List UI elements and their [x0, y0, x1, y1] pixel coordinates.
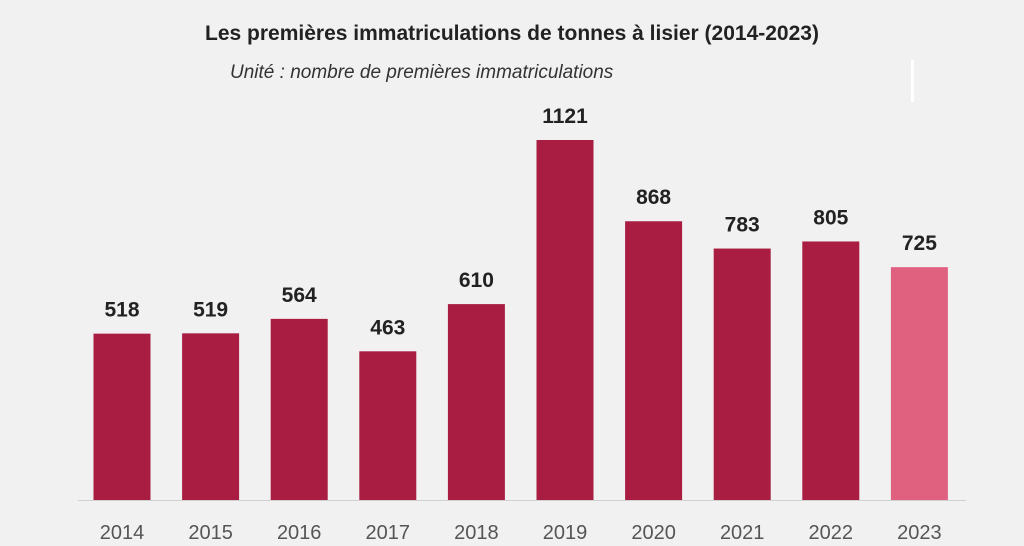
- bar-2015: [182, 333, 240, 500]
- x-tick-label-2019: 2019: [543, 522, 588, 544]
- value-label-2019: 1121: [542, 105, 588, 128]
- value-label-2020: 868: [636, 186, 671, 209]
- bar-2022: [802, 241, 860, 500]
- value-label-2018: 610: [459, 269, 494, 292]
- bar-2016: [270, 318, 328, 500]
- bar-2019: [536, 140, 594, 500]
- x-tick-label-2018: 2018: [454, 522, 499, 544]
- chart-title: Les premières immatriculations de tonnes…: [205, 22, 819, 45]
- value-label-2023: 725: [902, 232, 937, 255]
- bar-2018: [447, 304, 505, 500]
- value-label-2021: 783: [725, 214, 760, 237]
- bar-2014: [93, 333, 151, 500]
- x-tick-label-2017: 2017: [366, 522, 411, 544]
- bar-2020: [625, 221, 683, 500]
- x-tick-label-2022: 2022: [809, 522, 854, 544]
- x-tick-label-2014: 2014: [100, 522, 145, 544]
- x-tick-label-2016: 2016: [277, 522, 322, 544]
- value-label-2017: 463: [370, 316, 405, 339]
- x-tick-label-2023: 2023: [897, 522, 942, 544]
- value-label-2016: 564: [282, 284, 317, 307]
- bar-2021: [713, 248, 771, 500]
- x-tick-label-2020: 2020: [631, 522, 676, 544]
- value-label-2015: 519: [193, 298, 228, 321]
- x-tick-label-2015: 2015: [188, 522, 233, 544]
- value-label-2014: 518: [104, 299, 139, 322]
- bar-2023: [890, 267, 948, 500]
- x-tick-label-2021: 2021: [720, 522, 765, 544]
- value-label-2022: 805: [813, 206, 848, 229]
- decorative-mark: [911, 60, 914, 102]
- bar-2017: [359, 351, 417, 500]
- chart-subtitle: Unité : nombre de premières immatriculat…: [230, 62, 614, 83]
